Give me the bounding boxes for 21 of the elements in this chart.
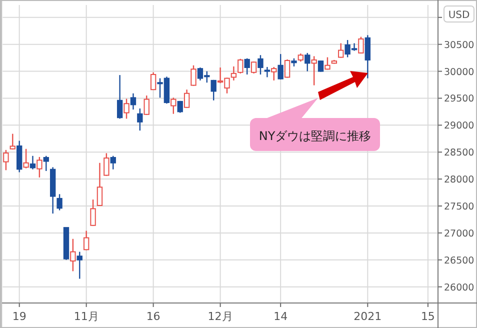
- annotation: NYダウは堅調に推移: [258, 129, 372, 143]
- x-tick-label: 19: [12, 310, 26, 323]
- annotation: NYダウは堅調に推移: [250, 98, 380, 151]
- y-tick-label: 27000: [444, 228, 474, 240]
- y-tick-label: 28000: [444, 174, 474, 186]
- x-tick-label: 15: [420, 310, 435, 323]
- y-axis-title: USD: [448, 10, 470, 21]
- y-tick-label: 27500: [444, 202, 474, 212]
- y-tick-label: 30000: [444, 66, 474, 78]
- y-tick-label: 28500: [444, 148, 474, 159]
- x-tick-label: 12月: [208, 310, 233, 323]
- y-tick-label: 29500: [444, 94, 474, 105]
- y-tick-label: 26500: [444, 255, 474, 266]
- y-tick-label: 26000: [444, 282, 474, 294]
- ylabel: USD: [444, 6, 474, 22]
- x-tick-label: 16: [146, 310, 160, 323]
- y-tick-label: 30500: [444, 40, 474, 51]
- x-tick-label: 2021: [354, 310, 382, 323]
- y-tick-label: 29000: [444, 120, 474, 132]
- x-tick-label: 11月: [74, 310, 99, 323]
- x-tick-label: 14: [274, 310, 288, 323]
